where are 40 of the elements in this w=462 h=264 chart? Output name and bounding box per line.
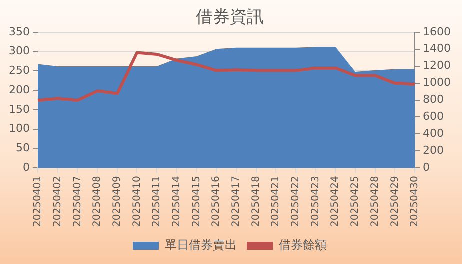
y2-tick-label: 1400	[423, 42, 452, 56]
x-tick-label: 20250402	[52, 176, 64, 228]
x-tick-label: 20250416	[211, 176, 222, 228]
y-tick-label: 250	[8, 64, 30, 78]
x-tick-label: 20250401	[32, 176, 44, 228]
x-tick-label: 20250421	[270, 176, 282, 228]
chart-title: 借券資訊	[196, 8, 264, 28]
y2-tick-label: 0	[423, 160, 430, 174]
x-tick-label: 20250417	[231, 176, 242, 228]
x-tick-label: 20250415	[191, 176, 202, 228]
x-tick-label: 20250425	[350, 176, 362, 228]
y-tick-label: 100	[8, 122, 30, 136]
x-tick-label: 20250418	[250, 176, 262, 228]
x-tick-label: 20250411	[152, 176, 163, 228]
y2-tick-label: 200	[423, 144, 444, 157]
y2-tick-label: 600	[423, 110, 444, 124]
x-tick-label: 20250428	[370, 176, 381, 228]
legend-label: 借券餘額	[279, 238, 327, 252]
x-tick-label: 20250429	[390, 176, 401, 228]
y2-tick-label: 400	[423, 127, 444, 140]
x-tick-label: 20250408	[92, 176, 104, 228]
x-tick-label: 20250422	[290, 176, 302, 228]
y2-tick-label: 1600	[423, 25, 452, 38]
x-tick-label: 20250414	[171, 176, 182, 228]
x-tick-label: 20250410	[132, 176, 143, 228]
y-tick-label: 200	[8, 83, 30, 96]
x-tick-label: 20250409	[112, 176, 123, 228]
y-tick-label: 0	[22, 160, 30, 174]
y-tick-label: 150	[8, 102, 30, 116]
legend-label: 單日借券賣出	[165, 238, 237, 252]
x-tick-label: 20250430	[410, 176, 421, 228]
y2-tick-label: 800	[423, 93, 444, 106]
y2-tick-label: 1200	[423, 59, 452, 72]
y-tick-label: 50	[16, 142, 30, 155]
y2-tick-label: 1000	[423, 76, 452, 90]
x-tick-label: 20250407	[72, 176, 84, 228]
x-tick-label: 20250424	[330, 176, 342, 228]
y-tick-label: 300	[8, 44, 30, 58]
y-tick-label: 350	[8, 25, 30, 38]
x-tick-label: 20250423	[310, 176, 322, 228]
